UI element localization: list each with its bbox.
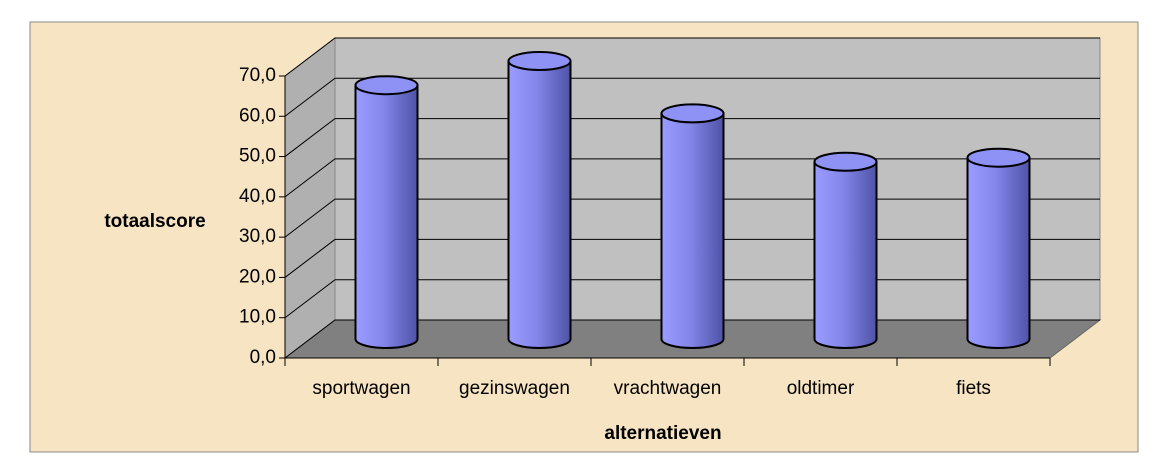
bar bbox=[813, 160, 878, 349]
y-tick-label: 0,0 bbox=[250, 347, 276, 368]
grid-line bbox=[284, 37, 1100, 77]
bar-top bbox=[660, 103, 725, 124]
y-tick-label: 30,0 bbox=[239, 226, 276, 247]
bar bbox=[354, 84, 419, 349]
y-tick-label: 70,0 bbox=[239, 65, 276, 86]
x-axis-title: alternatieven bbox=[604, 423, 721, 444]
x-tick-label: sportwagen bbox=[312, 378, 410, 399]
bar-top bbox=[354, 75, 419, 96]
bar-top bbox=[966, 147, 1031, 168]
bar bbox=[660, 112, 725, 349]
y-axis-title: totaalscore bbox=[104, 211, 205, 232]
y-tick-label: 40,0 bbox=[239, 186, 276, 207]
grid-line bbox=[284, 118, 1100, 157]
bar-top bbox=[813, 151, 878, 172]
x-tick-label: gezinswagen bbox=[459, 378, 570, 399]
y-tick-label: 60,0 bbox=[239, 105, 276, 126]
x-tick-label: fiets bbox=[956, 378, 991, 399]
y-tick-label: 20,0 bbox=[239, 266, 276, 287]
y-tick-label: 10,0 bbox=[239, 307, 276, 328]
bar bbox=[966, 156, 1031, 349]
bars bbox=[354, 51, 1031, 349]
bar-top bbox=[507, 51, 572, 72]
x-tick-label: vrachtwagen bbox=[614, 378, 722, 399]
grid-line bbox=[284, 77, 1100, 117]
side-wall bbox=[284, 36, 336, 360]
x-tick-label: oldtimer bbox=[787, 378, 855, 399]
y-tick-label: 50,0 bbox=[239, 146, 276, 167]
bar bbox=[507, 60, 572, 349]
